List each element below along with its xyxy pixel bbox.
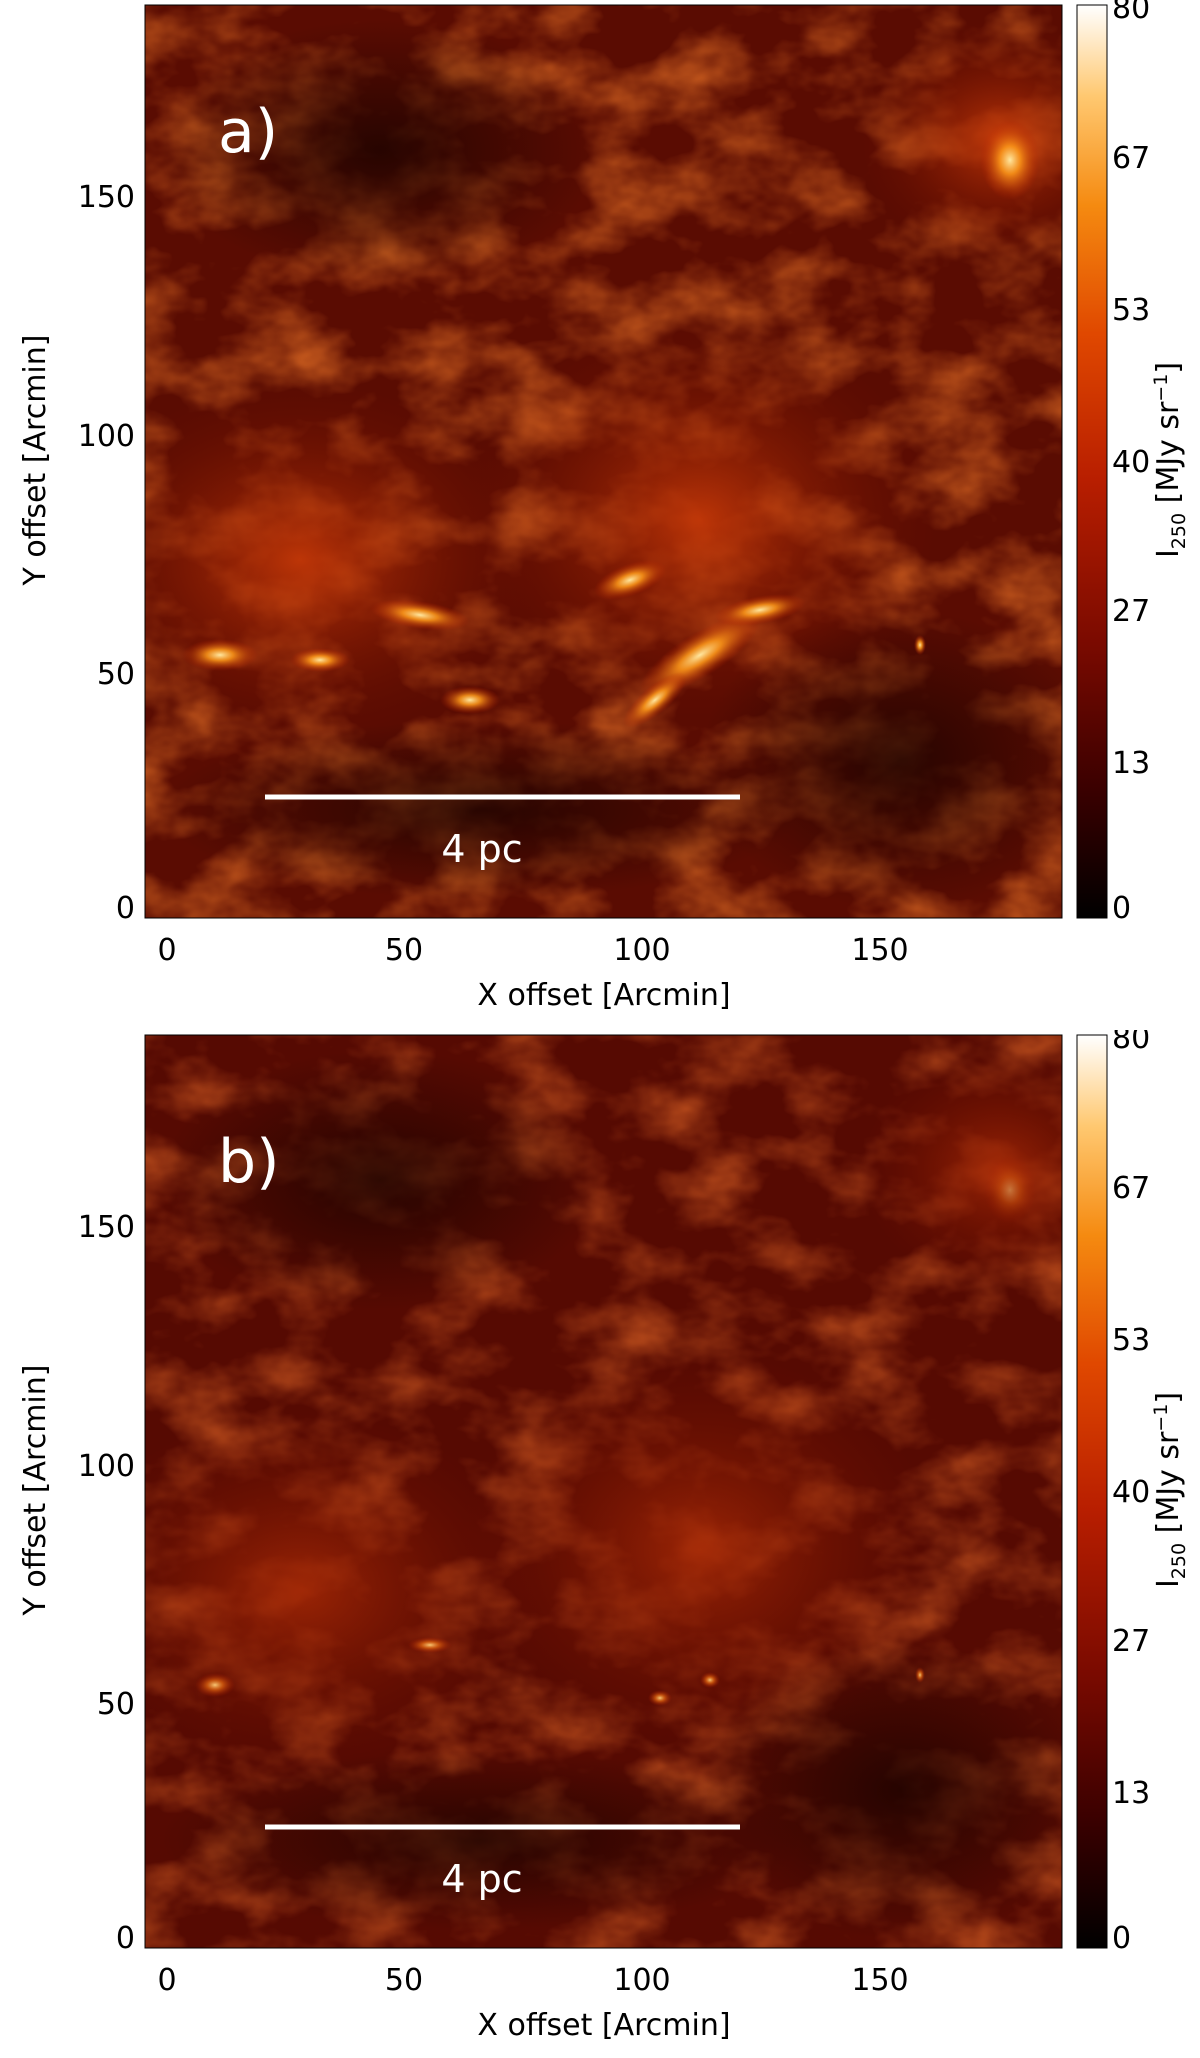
x-tick-label: 50 [385, 933, 423, 968]
x-tick-label: 100 [613, 1963, 670, 1998]
scale-bar-label-a: 4 pc [441, 827, 522, 871]
x-axis-title: X offset [Arcmin] [477, 978, 730, 1013]
panel-b-figure: b) 4 pc 0 50 100 150 X offset [Arcmin] 0… [18, 1030, 1190, 2043]
colorbar-gradient [1076, 4, 1108, 919]
x-axis-b: 0 50 100 150 X offset [Arcmin] [157, 1963, 908, 2043]
colorbar-tick-label: 13 [1112, 1776, 1150, 1811]
intensity-map-b [145, 1035, 1062, 1948]
scale-bar-label-b: 4 pc [441, 1857, 522, 1901]
colorbar-tick-label: 67 [1112, 141, 1150, 176]
plot-frame-b [144, 1034, 1063, 1949]
y-tick-label: 100 [78, 419, 135, 454]
y-axis-b: 0 50 100 150 Y offset [Arcmin] [18, 1210, 135, 1956]
plot-frame-a [144, 4, 1063, 919]
x-axis-title: X offset [Arcmin] [477, 2008, 730, 2043]
colorbar-tick-label: 53 [1112, 1323, 1150, 1358]
colorbar-tick-label: 67 [1112, 1171, 1150, 1206]
y-tick-label: 0 [116, 891, 135, 926]
colorbar-tick-label: 27 [1112, 1624, 1150, 1659]
colorbar-tick-label: 80 [1112, 1030, 1150, 1056]
x-tick-label: 100 [613, 933, 670, 968]
y-tick-label: 150 [78, 180, 135, 215]
colorbar-tick-label: 80 [1112, 0, 1150, 26]
colorbar-title: I250 [MJy sr−1] [1150, 1392, 1190, 1588]
y-tick-label: 50 [97, 1687, 135, 1722]
panel-label-a: a) [218, 97, 278, 167]
y-axis-title: Y offset [Arcmin] [18, 1365, 53, 1617]
colorbar-tick-label: 53 [1112, 293, 1150, 328]
x-tick-label: 150 [851, 933, 908, 968]
x-tick-label: 0 [157, 933, 176, 968]
x-tick-label: 150 [851, 1963, 908, 1998]
x-tick-label: 50 [385, 1963, 423, 1998]
colorbar-tick-label: 40 [1112, 445, 1150, 480]
colorbar-tick-label: 0 [1112, 891, 1131, 926]
y-tick-label: 0 [116, 1921, 135, 1956]
panel-a-figure: a) 4 pc 0 50 100 150 X offset [Arcmin] 0… [18, 0, 1190, 1013]
colorbar-gradient [1076, 1034, 1108, 1949]
colorbar-title: I250 [MJy sr−1] [1150, 362, 1190, 558]
panel-label-b: b) [218, 1127, 280, 1197]
intensity-map-a [145, 5, 1062, 918]
colorbar-b: 0 13 27 40 53 67 80 I250 [MJy sr−1] [1076, 1030, 1190, 1956]
panel-b: b) 4 pc 0 50 100 150 X offset [Arcmin] 0… [0, 1030, 1200, 2058]
y-tick-label: 100 [78, 1449, 135, 1484]
x-tick-label: 0 [157, 1963, 176, 1998]
colorbar-tick-label: 0 [1112, 1921, 1131, 1956]
colorbar-tick-label: 40 [1112, 1475, 1150, 1510]
y-tick-label: 50 [97, 657, 135, 692]
colorbar-tick-label: 27 [1112, 594, 1150, 629]
colorbar-a: 0 13 27 40 53 67 80 I250 [MJy sr−1] [1076, 0, 1190, 926]
colorbar-tick-label: 13 [1112, 746, 1150, 781]
y-axis-a: 0 50 100 150 Y offset [Arcmin] [18, 180, 135, 926]
panel-a: a) 4 pc 0 50 100 150 X offset [Arcmin] 0… [0, 0, 1200, 1028]
y-tick-label: 150 [78, 1210, 135, 1245]
y-axis-title: Y offset [Arcmin] [18, 335, 53, 587]
x-axis-a: 0 50 100 150 X offset [Arcmin] [157, 933, 908, 1013]
